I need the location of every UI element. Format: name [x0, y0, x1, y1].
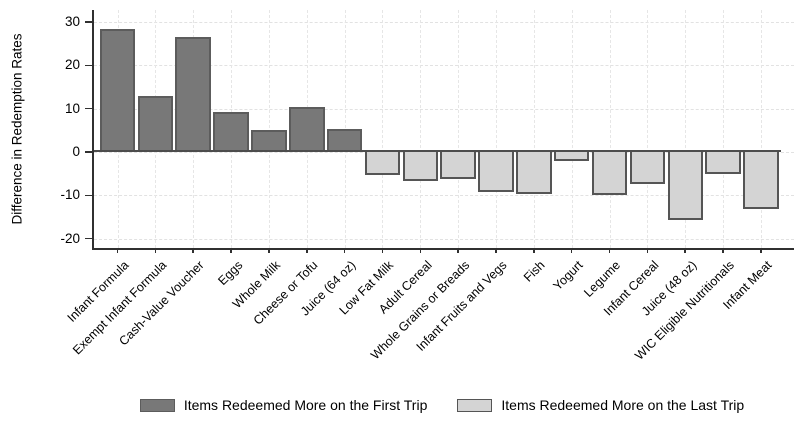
x-tick — [608, 248, 611, 253]
x-gridline — [609, 10, 611, 248]
x-gridline — [533, 10, 535, 248]
y-tick — [85, 237, 92, 240]
bar-infant-formula — [99, 28, 136, 152]
bar-whole-grains-or-breads — [440, 150, 476, 180]
x-tick — [722, 248, 724, 253]
x-tick — [192, 248, 194, 253]
x-tick — [419, 248, 422, 253]
first-trip-swatch — [139, 398, 175, 412]
x-gridline — [571, 10, 573, 248]
x-category-label: Eggs — [214, 258, 245, 289]
plot-area — [85, 10, 794, 253]
x-tick — [230, 248, 232, 253]
y-gridline — [94, 65, 794, 67]
bar-exempt-infant-formula — [137, 95, 174, 152]
bar-whole-milk — [251, 129, 287, 152]
x-tick — [760, 248, 762, 253]
bar-low-fat-milk — [364, 150, 401, 175]
y-tick — [85, 21, 92, 23]
x-gridline — [723, 10, 725, 248]
x-tick — [305, 248, 308, 253]
y-tick-label: -10 — [60, 187, 80, 203]
y-gridline — [94, 238, 794, 240]
bar-legume — [591, 150, 628, 196]
bar-cheese-or-tofu — [289, 106, 325, 152]
y-tick-label: 30 — [64, 14, 80, 29]
first-trip-label: Items Redeemed More on the First Trip — [183, 397, 428, 413]
y-gridline — [94, 22, 794, 23]
x-tick — [343, 248, 346, 253]
bar-cash-value-voucher — [175, 36, 211, 152]
y-tick-label: 0 — [72, 144, 80, 159]
bar-adult-cereal — [402, 150, 439, 181]
legend-item-last-trip: Items Redeemed More on the Last Trip — [457, 397, 744, 413]
x-category-label: Yogurt — [550, 258, 586, 294]
x-gridline — [685, 10, 687, 248]
x-tick — [268, 248, 270, 253]
x-tick — [684, 248, 687, 253]
x-gridline — [382, 10, 384, 248]
bar-fish — [516, 150, 552, 195]
bar-eggs — [213, 111, 249, 152]
x-gridline — [268, 10, 270, 248]
bar-wic-eligible-nutritionals — [705, 150, 741, 175]
y-tick-label: 10 — [64, 100, 80, 116]
last-trip-label: Items Redeemed More on the Last Trip — [501, 397, 745, 413]
y-tick — [85, 107, 92, 110]
x-gridline — [496, 10, 497, 248]
x-tick — [533, 248, 535, 253]
x-tick — [495, 248, 497, 253]
x-tick — [381, 248, 384, 253]
bar-infant-meat — [743, 150, 779, 209]
x-gridline — [458, 10, 460, 248]
bar-juice-48-oz- — [667, 150, 703, 220]
x-tick — [154, 248, 157, 253]
legend: Items Redeemed More on the First Trip It… — [92, 394, 792, 416]
x-tick — [570, 248, 573, 253]
zero-baseline — [94, 150, 781, 152]
y-tick — [85, 151, 92, 153]
last-trip-swatch — [457, 398, 493, 412]
x-gridline — [760, 10, 762, 248]
y-gridline — [94, 195, 794, 197]
x-category-label: Fish — [521, 258, 548, 285]
bar-infant-fruits-and-vegs — [478, 150, 514, 192]
bar-infant-cereal — [629, 150, 666, 184]
x-gridline — [420, 10, 422, 248]
x-tick — [116, 248, 119, 253]
x-gridline — [647, 10, 649, 248]
x-tick — [646, 248, 649, 253]
y-tick-label: 20 — [64, 57, 80, 73]
y-tick — [85, 64, 92, 67]
bar-juice-64-oz- — [326, 128, 363, 152]
y-tick-label: -20 — [60, 230, 80, 246]
x-tick — [457, 248, 459, 253]
y-tick — [85, 194, 92, 197]
legend-item-first-trip: Items Redeemed More on the First Trip — [139, 397, 428, 413]
y-gridline — [94, 108, 794, 110]
